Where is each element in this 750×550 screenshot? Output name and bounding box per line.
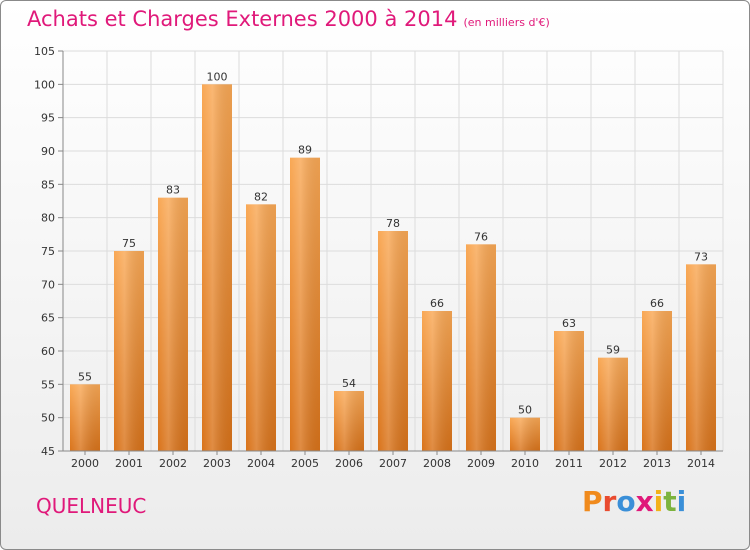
logo-letter: P [582, 485, 603, 518]
logo-letter: i [676, 485, 687, 518]
x-tick-label: 2003 [203, 457, 231, 470]
bar-sheen [554, 331, 584, 451]
data-label: 82 [254, 190, 268, 203]
bar-sheen [158, 197, 188, 451]
y-tick-label: 80 [41, 212, 55, 225]
x-tick-label: 2005 [291, 457, 319, 470]
bar-sheen [598, 357, 628, 451]
commune-name: QUELNEUC [36, 494, 147, 518]
x-tick-label: 2007 [379, 457, 407, 470]
chart-title-text: Achats et Charges Externes 2000 à 2014 [27, 7, 458, 31]
data-label: 50 [518, 404, 532, 417]
chart-title: Achats et Charges Externes 2000 à 2014 (e… [27, 7, 550, 31]
bar-sheen [686, 264, 716, 451]
bar-sheen [378, 231, 408, 451]
data-label: 100 [207, 70, 228, 83]
chart-subtitle: (en milliers d'€) [463, 16, 550, 29]
axes: 45 50 55 60 65 70 75 80 85 90 95 100 105 2000 2001 2002… [34, 45, 723, 470]
data-label: 59 [606, 344, 620, 357]
y-tick-label: 95 [41, 112, 55, 125]
y-tick-label: 55 [41, 378, 55, 391]
data-label: 55 [78, 370, 92, 383]
data-label: 63 [562, 317, 576, 330]
data-label: 75 [122, 237, 136, 250]
logo-letter: i [653, 485, 664, 518]
x-tick-label: 2000 [71, 457, 99, 470]
data-label: 66 [430, 297, 444, 310]
bar-sheen [466, 244, 496, 451]
y-tick-label: 75 [41, 245, 55, 258]
logo-letter: o [616, 485, 636, 518]
x-tick-label: 2001 [115, 457, 143, 470]
data-label: 89 [298, 144, 312, 157]
proxiti-logo[interactable]: Proxiti [582, 485, 686, 518]
data-label: 76 [474, 230, 488, 243]
x-tick-label: 2002 [159, 457, 187, 470]
y-tick-label: 65 [41, 312, 55, 325]
bar-sheen [246, 204, 276, 451]
data-label: 73 [694, 250, 708, 263]
data-label: 83 [166, 184, 180, 197]
x-tick-label: 2009 [467, 457, 495, 470]
y-tick-label: 105 [34, 45, 55, 58]
data-label: 78 [386, 217, 400, 230]
x-tick-label: 2004 [247, 457, 275, 470]
x-tick-label: 2006 [335, 457, 363, 470]
bar-sheen [70, 384, 100, 451]
y-tick-label: 60 [41, 345, 55, 358]
x-tick-label: 2014 [687, 457, 715, 470]
x-tick-label: 2011 [555, 457, 583, 470]
x-tick-label: 2010 [511, 457, 539, 470]
y-tick-label: 45 [41, 445, 55, 458]
bars: 55 75 83 100 82 89 54 78 66 76 50 63 59 66 73 [70, 70, 716, 451]
y-tick-label: 50 [41, 412, 55, 425]
y-tick-label: 85 [41, 178, 55, 191]
x-tick-label: 2008 [423, 457, 451, 470]
bar-sheen [290, 157, 320, 451]
y-tick-label: 100 [34, 78, 55, 91]
bar-sheen [114, 251, 144, 451]
logo-letter: r [602, 485, 617, 518]
x-tick-label: 2012 [599, 457, 627, 470]
bar-sheen [202, 84, 232, 451]
bar-sheen [422, 311, 452, 451]
data-label: 54 [342, 377, 356, 390]
y-tick-label: 70 [41, 278, 55, 291]
bar-sheen [510, 417, 540, 451]
bar-sheen [334, 391, 364, 451]
bar-sheen [642, 311, 672, 451]
y-tick-label: 90 [41, 145, 55, 158]
x-tick-label: 2013 [643, 457, 671, 470]
logo-letter: t [663, 485, 677, 518]
logo-letter: x [635, 485, 654, 518]
data-label: 66 [650, 297, 664, 310]
